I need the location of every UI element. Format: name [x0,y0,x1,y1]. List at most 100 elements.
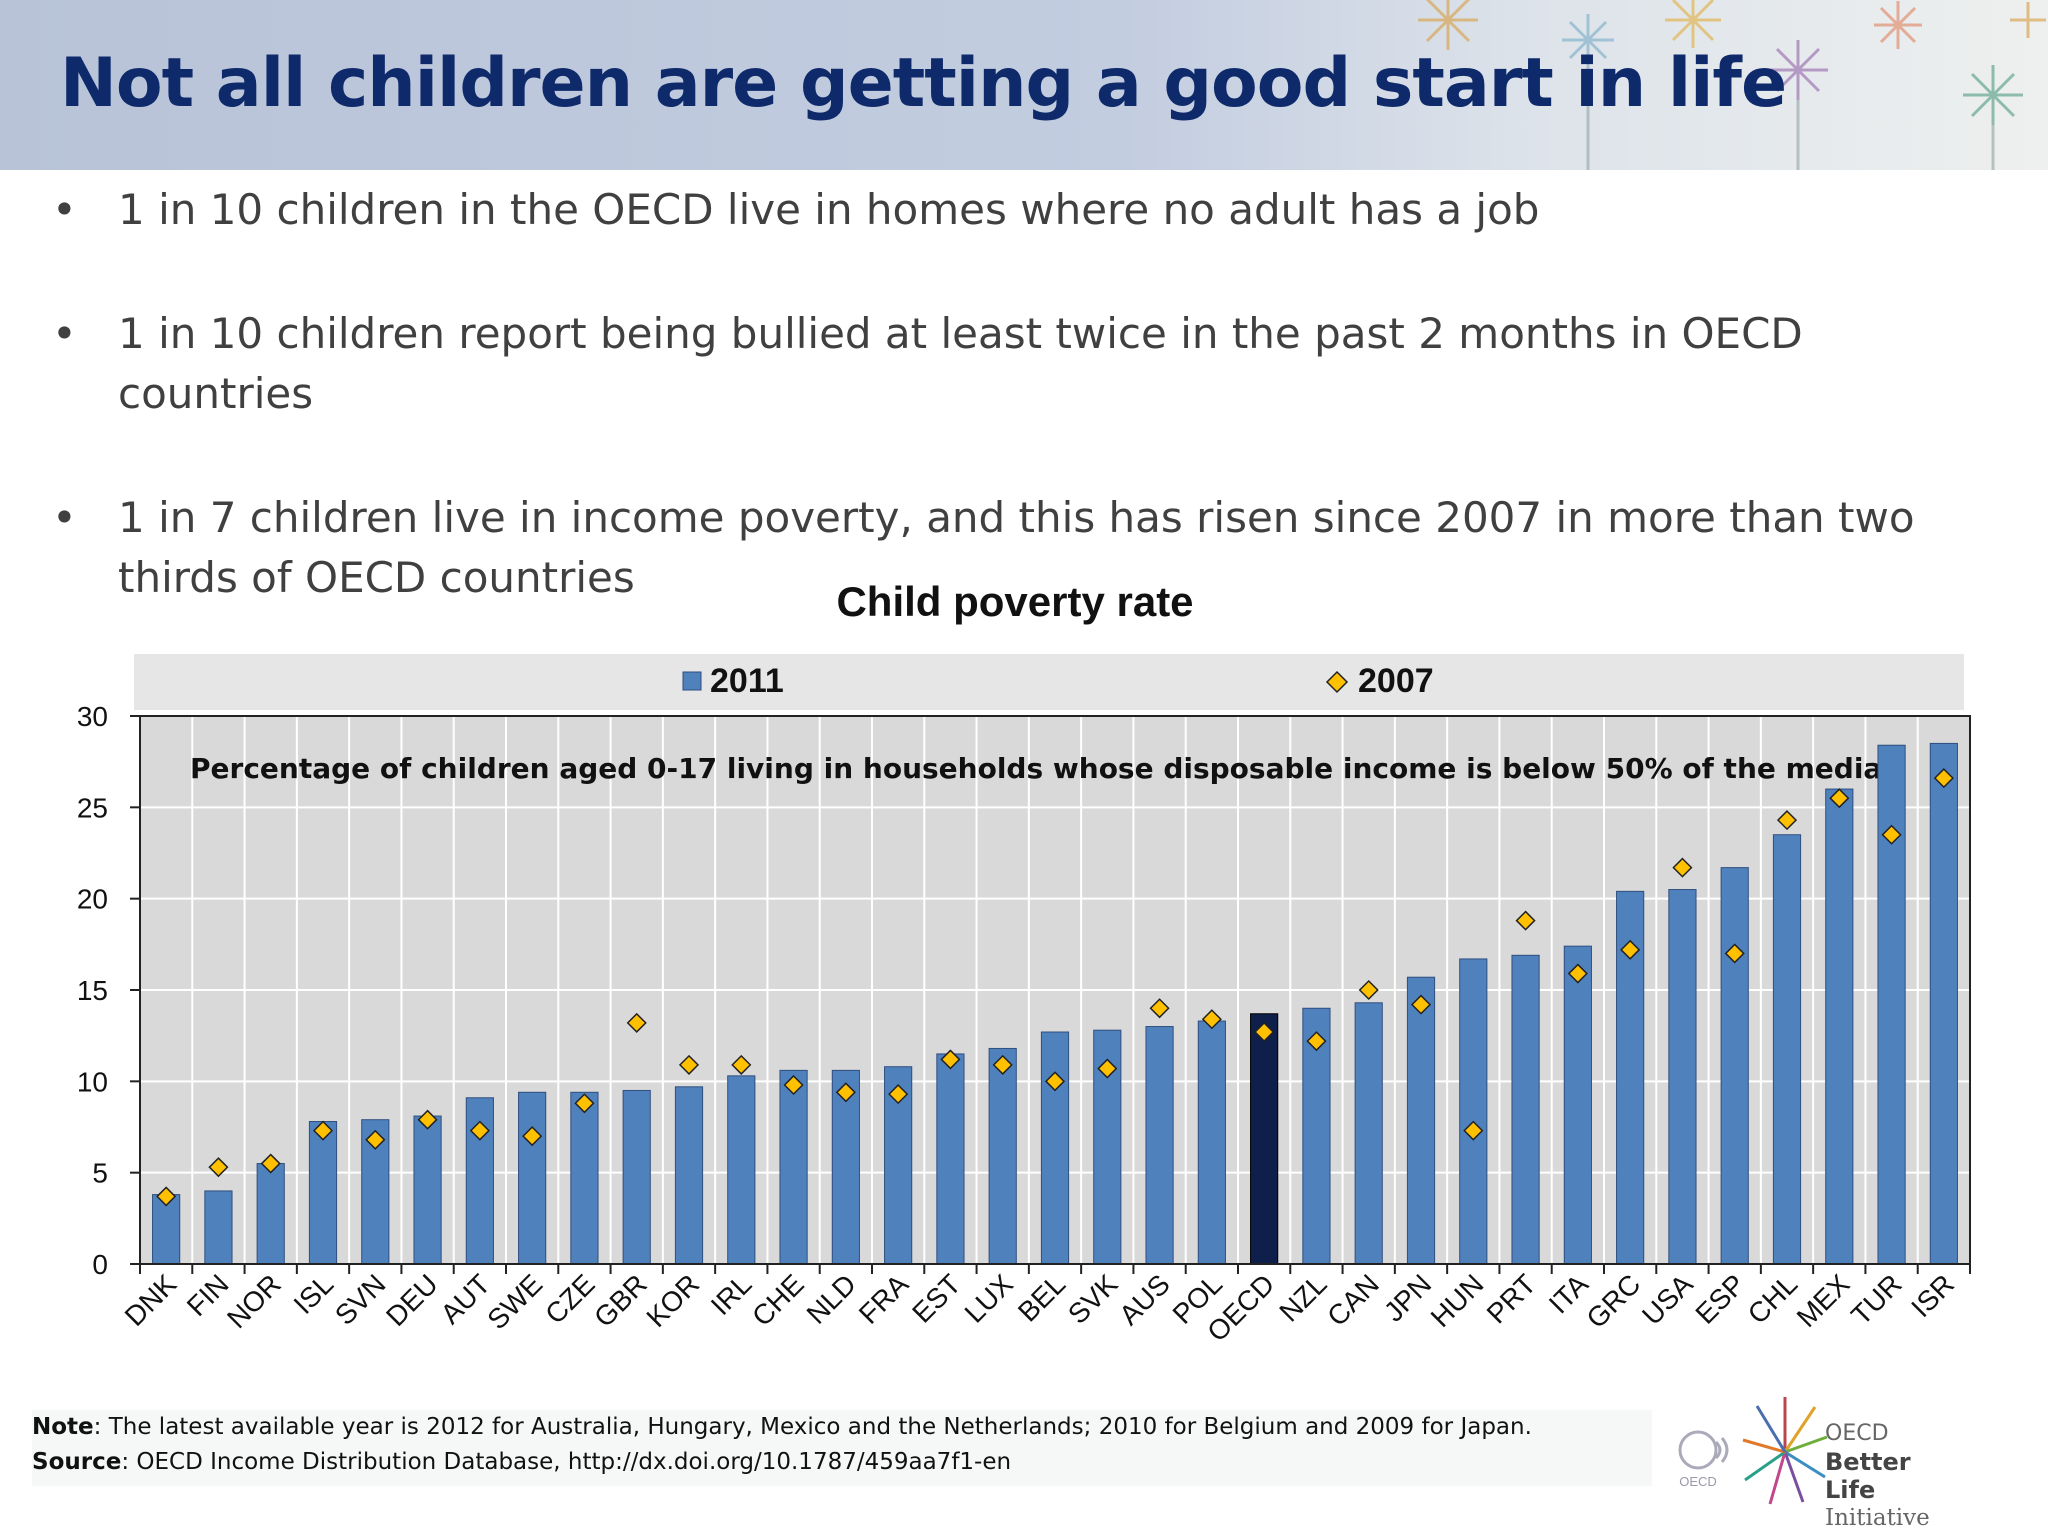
bar-2011 [1877,744,1906,1265]
x-tick-label: CAN [1321,1268,1385,1332]
point-2007 [783,1074,804,1096]
bullet-icon: • [52,309,77,358]
point-2007 [1829,788,1850,809]
x-tick-label: DEU [380,1268,444,1332]
source-text: : OECD Income Distribution Database, htt… [121,1449,1012,1475]
point-2007 [1515,910,1536,931]
point-2007 [1254,1021,1275,1043]
logo-initiative: Initiative [1825,1505,1930,1531]
x-tick-label: GRC [1580,1268,1646,1334]
title-band: Not all children are getting a good star… [0,0,2048,170]
bar-2011 [1145,1026,1174,1265]
x-tick-label: USA [1636,1268,1699,1331]
point-2007 [208,1157,229,1178]
bar-2011 [1772,834,1802,1265]
point-2007 [156,1186,177,1207]
source-line: Source: OECD Income Distribution Databas… [32,1445,1652,1480]
y-tick-label: 15 [77,975,108,1006]
x-tick-label: DNK [119,1268,183,1332]
point-2007 [940,1049,961,1070]
point-2007 [678,1054,700,1075]
x-tick-label: LUX [959,1268,1020,1329]
point-2007 [1776,810,1798,831]
bar-2011 [1459,958,1488,1265]
bar-2011 [1197,1020,1226,1265]
x-tick-label: AUT [435,1268,497,1330]
bar-2011 [570,1091,599,1265]
bar-2011 [1720,867,1749,1265]
point-2007 [1149,998,1170,1019]
point-2007 [992,1054,1013,1075]
x-tick-label: KOR [640,1268,705,1333]
point-2007 [1410,994,1432,1015]
logo-better-life: Better Life [1825,1448,1911,1504]
legend-2011-swatch [682,671,702,691]
point-2007 [835,1082,856,1103]
legend-2007-label: 2007 [1358,662,1434,700]
x-tick-label: MEX [1791,1268,1856,1333]
point-2007 [312,1120,334,1141]
footer-notes: Note: The latest available year is 2012 … [32,1410,1652,1486]
better-life-text: OECD Better Life Initiative [1825,1420,1960,1532]
point-2007 [1672,857,1693,878]
point-2007 [1881,824,1902,845]
x-tick-label: NZL [1273,1268,1332,1327]
bullet-item: • 1 in 10 children in the OECD live in ho… [50,180,2010,240]
legend-2011-label: 2011 [710,662,784,700]
bar-2011 [308,1121,338,1265]
point-2007 [1201,1009,1222,1030]
bar-2011 [831,1069,860,1265]
chart-subtitle: Percentage of children aged 0-17 living … [190,752,1902,785]
x-tick-label: AUS [1113,1268,1176,1331]
point-2007 [1620,939,1641,960]
source-label: Source [32,1449,122,1475]
bar-2011 [779,1069,808,1265]
logo-oecd-label: OECD [1825,1421,1889,1446]
bullet-text: 1 in 7 children live in income poverty, … [118,493,1915,602]
x-tick-label: JPN [1378,1268,1437,1327]
bar-2011 [204,1190,233,1265]
bullet-text: 1 in 10 children in the OECD live in hom… [118,185,1540,234]
chart-title: Child poverty rate [836,578,1194,625]
bar-2011 [1929,742,1958,1265]
point-2007 [1044,1071,1066,1092]
bar-2011 [622,1089,651,1265]
point-2007 [574,1093,595,1114]
bar-2011 [988,1047,1017,1265]
y-tick-label: 0 [92,1249,108,1280]
x-tick-label: SWE [481,1268,548,1335]
bar-2011 [674,1086,704,1265]
point-2007 [1567,963,1588,984]
bar-2011 [1511,954,1540,1265]
x-tick-label: PRT [1481,1268,1542,1329]
note-text: : The latest available year is 2012 for … [93,1414,1532,1440]
x-tick-label: ISR [1905,1268,1960,1323]
y-tick-label: 25 [77,792,108,823]
point-2007 [731,1054,752,1075]
oecd-logo-icon: OECD [1678,1430,1729,1489]
x-tick-label: FRA [853,1268,915,1330]
child-poverty-chart: 2011 2007 0 5 10 15 20 25 30 Percentage of childr… [77,654,1971,1347]
x-tick-label: NLD [801,1268,863,1330]
legend-2007-marker [1325,670,1349,694]
bullet-icon: • [52,185,77,234]
x-tick-label: BEL [1012,1268,1071,1327]
y-tick-label: 20 [77,884,108,915]
bar-2011 [518,1091,547,1265]
x-tick-label: SVK [1062,1268,1124,1330]
note-label: Note [32,1414,94,1440]
x-tick-label: EST [906,1268,966,1328]
point-2007 [1933,768,1954,789]
x-tick-label: GBR [588,1268,653,1333]
point-2007 [1724,943,1745,964]
x-tick-label: CZE [539,1268,601,1330]
x-tick-label: HUN [1425,1268,1490,1333]
x-tick-label: NOR [221,1268,287,1334]
y-tick-label: 10 [77,1066,108,1097]
better-life-burst-icon [1742,1397,1828,1505]
point-2007 [417,1109,438,1130]
y-tick-label: 5 [92,1158,108,1189]
point-2007 [888,1084,909,1105]
bar-2011 [936,1053,965,1265]
x-tick-label: ESP [1689,1268,1751,1330]
